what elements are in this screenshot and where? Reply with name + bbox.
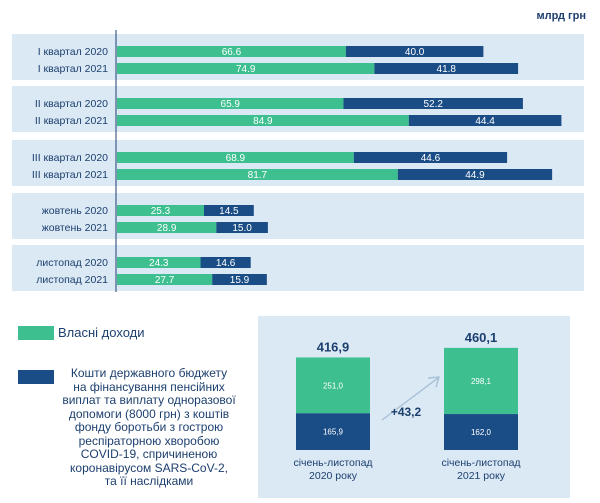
value-label-state-budget: 15.9 [230,275,250,286]
summary-diff-label: +43,2 [391,405,422,419]
increase-arrow-head [427,376,440,388]
legend-line: та її наслідками [104,474,194,488]
legend-swatch-state-budget [18,370,54,384]
category-label: III квартал 2020 [32,152,108,164]
category-label: II квартал 2021 [35,115,108,127]
value-label-own-income: 68.9 [226,153,246,164]
value-label-state-budget: 14.5 [219,206,239,217]
value-label-own-income: 24.3 [149,258,169,269]
bar-own-income [117,169,398,180]
value-label-own-income: 28.9 [157,223,177,234]
value-label-state-budget: 41.8 [437,64,457,75]
bar-own-income [117,98,344,109]
bar-state-budget [212,274,267,285]
summary-bar-state-budget [444,414,518,450]
summary-bar-own-income [444,347,518,415]
summary-period-label: 2020 року [309,470,358,482]
category-label: листопад 2021 [36,274,108,286]
value-label-state-budget: 15.0 [232,223,252,234]
bar-state-budget [203,205,254,216]
bar-own-income [117,274,213,285]
legend-line: допомоги (8000 грн) з коштів [68,406,230,421]
summary-budget-value-label: 165,9 [323,428,344,437]
value-label-state-budget: 44.6 [421,153,441,164]
summary-own-value-label: 251,0 [323,381,344,390]
bar-own-income [117,152,354,163]
bar-state-budget [345,46,484,57]
value-label-state-budget: 40.0 [405,47,425,58]
summary-bar-own-income [296,357,370,414]
value-label-own-income: 84.9 [253,116,273,127]
summary-period-label: 2021 року [457,470,506,482]
value-label-own-income: 66.6 [222,47,242,58]
category-label: III квартал 2021 [32,169,108,181]
bar-state-budget [374,63,519,74]
summary-bar-state-budget [296,413,370,450]
bar-state-budget [408,115,562,126]
summary-total-label: 460,1 [465,330,498,345]
summary-own-value-label: 298,1 [471,377,492,386]
legend-swatch-own-income [18,326,54,340]
bar-state-budget [216,222,268,233]
legend-line: COVID-19, спричиненою [80,447,218,461]
legend-line: коронавірусом SARS-CoV-2, [70,460,228,475]
bar-state-budget [200,257,251,268]
bar-own-income [117,115,409,126]
value-label-state-budget: 14.6 [216,258,236,269]
value-label-state-budget: 44.4 [475,116,495,127]
category-label: I квартал 2021 [38,63,108,75]
bar-state-budget [397,169,553,180]
unit-label: млрд грн [536,10,586,22]
bar-own-income [117,222,217,233]
category-label: жовтень 2021 [42,222,108,234]
summary-budget-value-label: 162,0 [471,428,492,437]
category-label: II квартал 2020 [35,98,108,110]
summary-panel: 416,9 251,0 165,9 січень-листопад 2020 року 4… [258,316,570,498]
stacked-bar-chart: I квартал 2020 66.6 40.0 I квартал 2021 74.9… [12,30,584,292]
category-label: I квартал 2020 [38,46,108,58]
increase-arrow [381,377,439,421]
summary-period-label: січень-листопад [293,457,372,469]
legend-line: респіраторною хворобою [78,433,220,448]
group-panel [12,193,584,239]
value-label-own-income: 65.9 [221,99,241,110]
legend-line: фонду боротьби з гострою [74,420,224,434]
summary-period-label: січень-листопад [441,457,520,469]
value-label-own-income: 74.9 [236,64,256,75]
value-label-own-income: 81.7 [248,170,268,181]
legend-label-state-budget: Кошти державного бюджету на фінансування … [54,366,244,489]
value-label-own-income: 25.3 [151,206,171,217]
bar-state-budget [353,152,508,163]
summary-total-label: 416,9 [317,339,350,354]
value-label-own-income: 27.7 [155,275,175,286]
legend-line: виплат та виплату одноразової [62,393,236,407]
legend-line: Кошти державного бюджету [70,366,228,380]
legend-line: на фінансування пенсійних [73,379,225,394]
bar-own-income [117,63,375,74]
category-label: листопад 2020 [36,257,108,269]
bar-own-income [117,257,201,268]
legend-and-summary: Власні доходи Кошти державного бюджету на… [0,300,600,500]
bar-own-income [117,46,346,57]
group-panel [12,245,584,291]
bar-own-income [117,205,204,216]
legend-label-own-income: Власні доходи [58,325,145,340]
category-label: жовтень 2020 [42,205,108,217]
value-label-state-budget: 52.2 [423,99,443,110]
value-label-state-budget: 44.9 [465,170,485,181]
bar-state-budget [343,98,523,109]
